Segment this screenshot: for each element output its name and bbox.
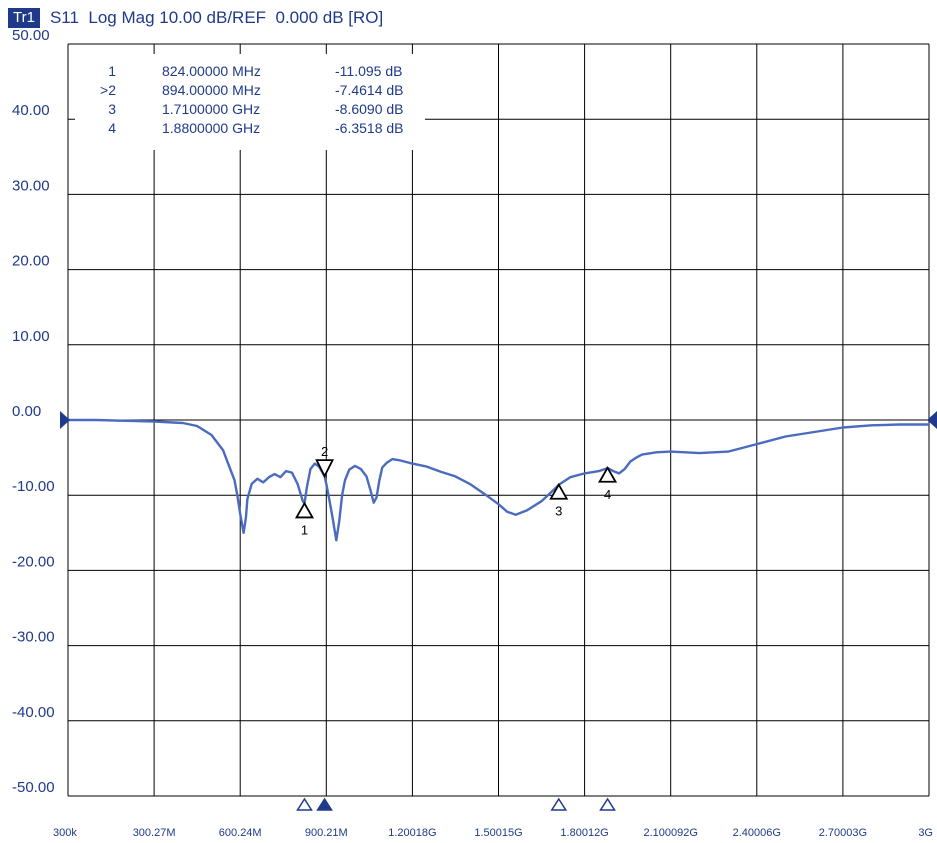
y-tick-label: 0.00 xyxy=(12,403,41,420)
reference-level-right-indicator xyxy=(927,411,937,429)
marker-table-value: -11.095 dB xyxy=(335,63,402,79)
y-tick-label: 30.00 xyxy=(12,177,50,194)
x-tick-label: 600.24M xyxy=(219,827,262,839)
marker-2-position-indicator xyxy=(316,797,333,811)
marker-1-position-indicator xyxy=(296,797,313,811)
marker-table-id: 4 xyxy=(108,120,116,136)
marker-table-frequency: 894.00000 MHz xyxy=(162,82,261,98)
marker-table-id: 1 xyxy=(108,63,116,79)
y-tick-label: -30.00 xyxy=(12,629,55,646)
y-tick-label: 20.00 xyxy=(12,253,50,270)
marker-table-value: -6.3518 dB xyxy=(335,120,404,136)
trace-layer xyxy=(68,418,929,542)
y-tick-label: -40.00 xyxy=(12,704,55,721)
marker-4-position-indicator xyxy=(599,797,616,811)
marker-1-triangle[interactable] xyxy=(294,501,315,519)
y-tick-label: -10.00 xyxy=(12,478,55,495)
x-tick-label: 3G xyxy=(918,827,933,839)
x-tick-label: 2.40006G xyxy=(733,827,781,839)
marker-1-label: 1 xyxy=(301,522,308,537)
y-tick-label: 40.00 xyxy=(12,102,50,119)
x-tick-label: 1.20018G xyxy=(388,827,436,839)
marker-2-label: 2 xyxy=(321,444,328,459)
x-tick-label: 2.100092G xyxy=(643,827,697,839)
marker-4-triangle[interactable] xyxy=(598,465,618,483)
marker-layer: 1 2 3 4 xyxy=(294,444,618,537)
marker-3-triangle[interactable] xyxy=(549,482,569,500)
reference-indicators xyxy=(60,411,937,429)
x-tick-label: 300k xyxy=(53,827,77,839)
x-tick-label: 900.21M xyxy=(305,827,348,839)
trace-header: Tr1 S11 Log Mag 10.00 dB/REF 0.000 dB [R… xyxy=(8,6,383,30)
bottom-marker-indicators xyxy=(296,797,616,811)
marker-table-frequency: 824.00000 MHz xyxy=(162,63,261,79)
marker-3-label: 3 xyxy=(555,504,562,519)
marker-2-triangle[interactable] xyxy=(315,459,335,479)
reference-level-left-indicator xyxy=(60,411,70,429)
x-tick-label: 1.50015G xyxy=(474,827,522,839)
marker-3-position-indicator xyxy=(550,797,568,811)
y-tick-label: -20.00 xyxy=(12,553,55,570)
marker-4-label: 4 xyxy=(604,487,611,502)
y-tick-labels: 50.00 40.00 30.00 20.00 10.00 0.00 -10.00 -20.0… xyxy=(12,27,55,796)
x-tick-label: 1.80012G xyxy=(560,827,608,839)
grid xyxy=(67,43,930,797)
marker-table-value: -8.6090 dB xyxy=(335,101,404,117)
trace-line-s11 xyxy=(68,418,929,542)
marker-table-id: 3 xyxy=(108,101,116,117)
x-tick-label: 300.27M xyxy=(133,827,176,839)
trace-settings-text: S11 Log Mag 10.00 dB/REF 0.000 dB [RO] xyxy=(49,8,384,27)
marker-table-frequency: 1.7100000 GHz xyxy=(162,101,260,117)
marker-table-frequency: 1.8800000 GHz xyxy=(162,120,260,136)
marker-table-value: -7.4614 dB xyxy=(335,82,404,98)
trace-badge[interactable]: Tr1 xyxy=(8,8,40,28)
y-tick-label: -50.00 xyxy=(12,779,55,796)
x-tick-label: 2.70003G xyxy=(819,827,867,839)
marker-table-id: >2 xyxy=(100,82,116,98)
x-tick-labels: 300k 300.27M 600.24M 900.21M 1.20018G 1.50015… xyxy=(53,827,933,839)
y-tick-label: 50.00 xyxy=(12,27,50,44)
marker-table: 1 824.00000 MHz -11.095 dB >2 894.00000 MHz -… xyxy=(75,54,425,150)
marker-table-background xyxy=(75,54,425,150)
y-tick-label: 10.00 xyxy=(12,328,50,345)
